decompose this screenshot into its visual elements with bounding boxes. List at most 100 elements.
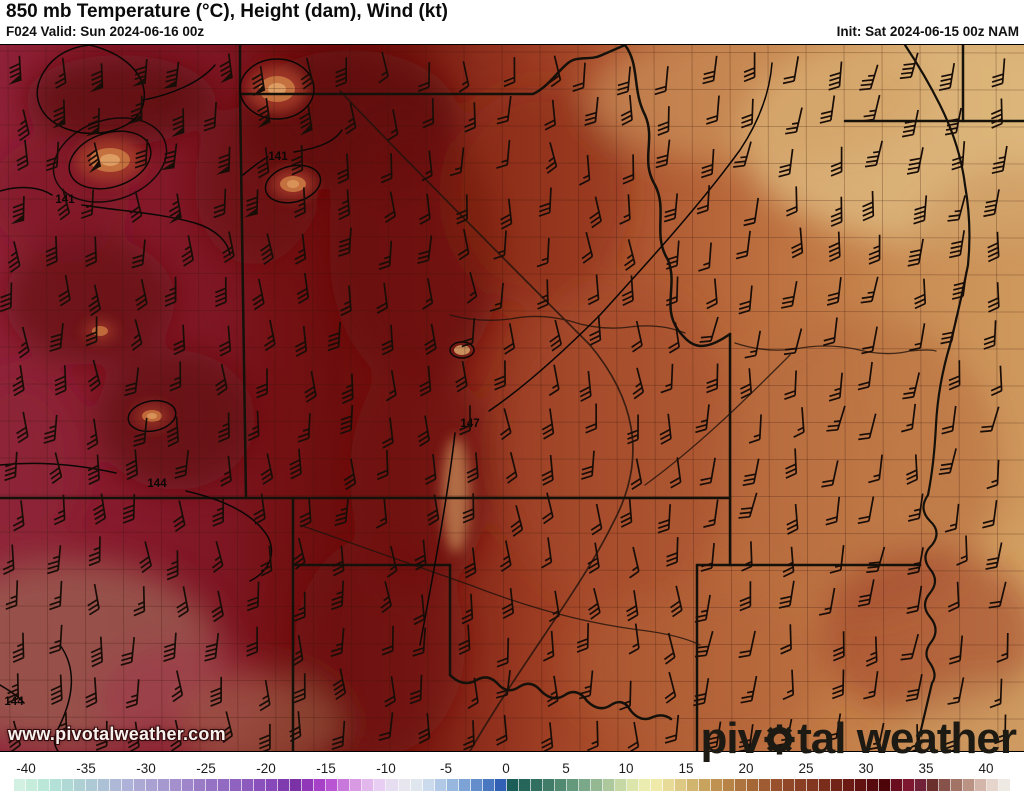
weather-map-image: 141141144147144 [0,45,1024,751]
colorbar-tick: -40 [16,761,36,776]
colorbar-tick-labels: -40 -35 -30 -25 -20 -15 -10 -5 0 5 10 15 20 25 30 35 40 [0,761,1024,777]
state-borders [0,45,1024,751]
temperature-colorbar: -40 -35 -30 -25 -20 -15 -10 -5 0 5 10 15 20 25 30 35 40 [0,752,1024,791]
colorbar-segment [386,779,399,791]
colorbar-gradient [14,779,1011,791]
colorbar-segment [674,779,687,791]
colorbar-segment [530,779,543,791]
colorbar-tick: 10 [618,761,634,776]
colorbar-segment [254,779,267,791]
pivotal-weather-logo: piv tal weather [700,714,1017,764]
header: 850 mb Temperature (°C), Height (dam), W… [0,0,1024,44]
colorbar-segment [98,779,111,791]
colorbar-segment [74,779,87,791]
init-time-label: Init: Sat 2024-06-15 00z NAM [836,24,1019,39]
colorbar-segment [458,779,471,791]
colorbar-segment [855,779,868,791]
colorbar-tick: 5 [562,761,570,776]
colorbar-segment [590,779,603,791]
colorbar-segment [542,779,555,791]
colorbar-segment [867,779,880,791]
colorbar-segment [987,779,1000,791]
colorbar-segment [122,779,135,791]
colorbar-segment [38,779,51,791]
colorbar-segment [170,779,183,791]
colorbar-segment [843,779,856,791]
colorbar-segment [710,779,723,791]
colorbar-segment [146,779,159,791]
colorbar-segment [662,779,675,791]
colorbar-tick: 15 [678,761,694,776]
colorbar-segment [626,779,639,791]
colorbar-segment [506,779,519,791]
colorbar-tick: -30 [136,761,156,776]
colorbar-segment [494,779,507,791]
colorbar-segment [206,779,219,791]
colorbar-segment [578,779,591,791]
colorbar-segment [26,779,39,791]
county-grid-lines [0,45,1024,751]
rivers [299,90,937,751]
colorbar-segment [398,779,411,791]
colorbar-segment [326,779,339,791]
wind-barbs [0,51,1009,751]
colorbar-segment [951,779,964,791]
colorbar-segment [278,779,291,791]
colorbar-segment [927,779,940,791]
colorbar-segment [638,779,651,791]
colorbar-segment [350,779,363,791]
colorbar-segment [242,779,255,791]
colorbar-segment [410,779,423,791]
colorbar-segment [50,779,63,791]
colorbar-segment [110,779,123,791]
colorbar-tick: 25 [798,761,814,776]
colorbar-segment [422,779,435,791]
colorbar-segment [975,779,988,791]
valid-time-label: F024 Valid: Sun 2024-06-16 00z [6,24,205,39]
colorbar-segment [614,779,627,791]
colorbar-segment [891,779,904,791]
colorbar-segment [554,779,567,791]
height-contours [0,45,773,751]
colorbar-segment [218,779,231,791]
colorbar-tick: 30 [858,761,874,776]
colorbar-segment [266,779,279,791]
colorbar-segment [374,779,387,791]
colorbar-segment [770,779,783,791]
colorbar-segment [434,779,447,791]
colorbar-segment [783,779,796,791]
colorbar-segment [182,779,195,791]
logo-text-left: piv [700,714,763,763]
colorbar-segment [650,779,663,791]
colorbar-segment [230,779,243,791]
colorbar-tick: 20 [738,761,754,776]
watermark-url: www.pivotalweather.com [8,724,226,744]
colorbar-tick: -25 [196,761,216,776]
colorbar-segment [338,779,351,791]
colorbar-tick: -15 [316,761,336,776]
colorbar-segment [86,779,99,791]
colorbar-segment [194,779,207,791]
colorbar-tick: -20 [256,761,276,776]
colorbar-segment [158,779,171,791]
colorbar-segment [362,779,375,791]
colorbar-segment [746,779,759,791]
colorbar-segment [314,779,327,791]
colorbar-segment [134,779,147,791]
colorbar-tick: -5 [439,761,453,776]
colorbar-segment [758,779,771,791]
colorbar-segment [290,779,303,791]
colorbar-segment [446,779,459,791]
map-canvas: 141141144147144 www.pivotalweather.com [0,44,1024,752]
colorbar-segment [686,779,699,791]
colorbar-segment [879,779,892,791]
colorbar-segment [482,779,495,791]
colorbar-tick: -35 [76,761,96,776]
colorbar-segment [963,779,976,791]
colorbar-tick: 40 [978,761,994,776]
colorbar-segment [831,779,844,791]
colorbar-segment [915,779,928,791]
page-title: 850 mb Temperature (°C), Height (dam), W… [6,1,449,22]
svg-text:141: 141 [268,151,288,163]
